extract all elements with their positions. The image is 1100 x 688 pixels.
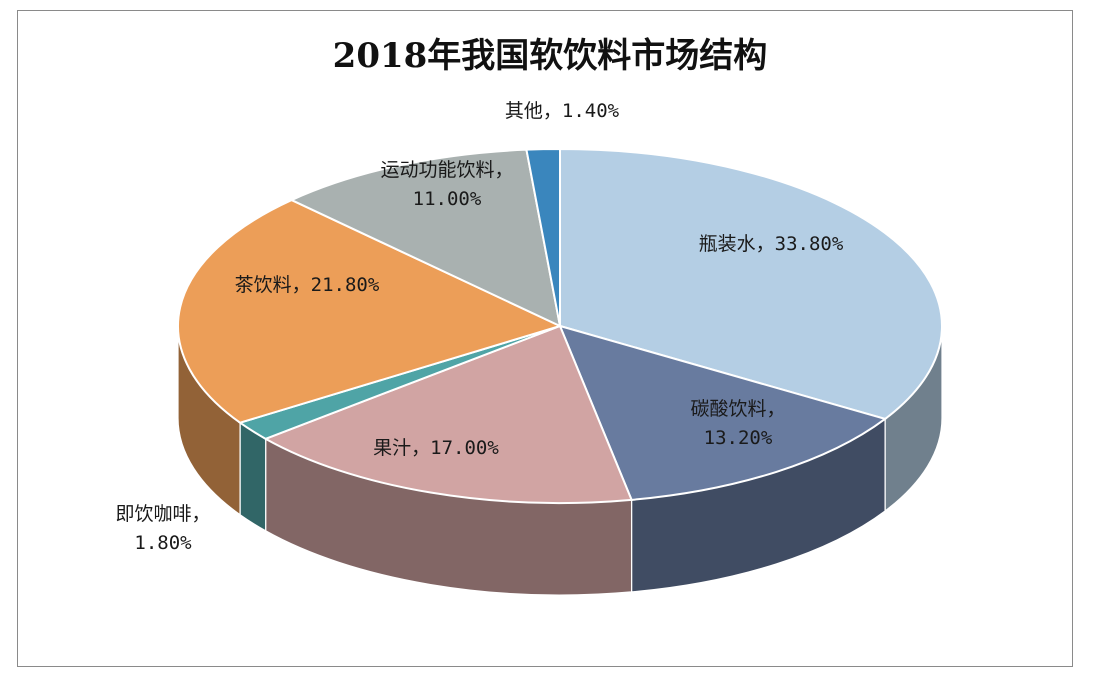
slice-4-side [239,421,267,532]
slice-7-top [525,147,561,327]
chart-title: 2018年我国软饮料市场结构 [332,36,768,76]
slice-6-top [289,148,562,328]
slice-3-label: 果汁，17.00% [373,437,499,459]
pie-tops [177,147,943,504]
slice-1-label: 瓶装水，33.80% [699,233,844,255]
slice-2-label: 碳酸饮料， 13.20% [690,398,785,449]
pie-labels: 瓶装水，33.80% 碳酸饮料， 13.20% 果汁，17.00% 即饮咖啡， 1.80%… [115,100,843,554]
slice-5-top [177,198,563,424]
slice-1-top [559,147,943,421]
slice-2-top [558,324,888,501]
pie-sides [177,325,943,596]
slice-5-label: 茶饮料，21.80% [235,274,380,296]
slice-4-label: 即饮咖啡， 1.80% [115,503,210,554]
slice-6-label: 运动功能饮料， 11.00% [380,159,513,210]
slice-3-top [263,324,634,504]
slice-7-label: 其他，1.40% [505,100,620,122]
